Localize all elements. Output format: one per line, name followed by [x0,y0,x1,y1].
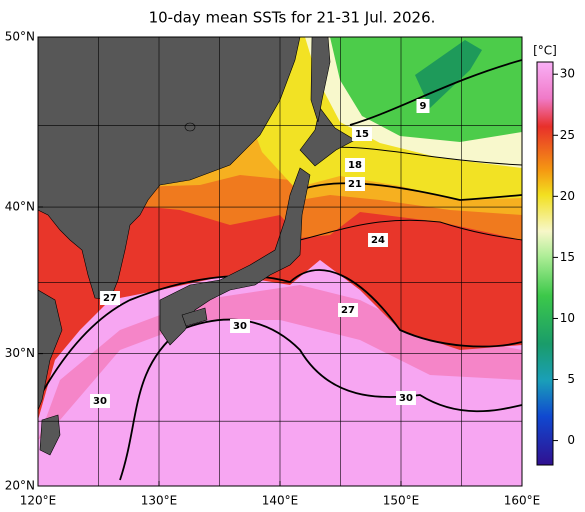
contour-label: 30 [230,319,250,333]
contour-label-box [230,319,250,333]
colorbar-label: 15 [560,250,575,264]
colorbar-label: 10 [560,311,575,325]
contour-label: 30 [396,391,416,405]
contour-label-box [368,233,388,247]
contour-label: 15 [352,127,372,141]
lon-label: 150°E [383,494,420,508]
contour-label-box [352,127,372,141]
lat-label: 20°N [5,479,35,493]
colorbar-label: 20 [560,189,575,203]
title: 10-day mean SSTs for 21-31 Jul. 2026. [149,9,436,27]
colorbar-label: 30 [560,67,575,81]
colorbar-label: 25 [560,128,575,142]
contour-label-text: 27 [341,305,355,316]
colorbar [536,61,554,466]
lon-label: 140°E [262,494,299,508]
colorbar-label: 5 [567,372,575,386]
contour-label: 21 [345,177,365,191]
contour-label: 18 [345,158,365,172]
grid [38,37,522,486]
lat-label: 50°N [5,30,35,44]
contour-label-text: 21 [348,179,362,190]
contour-label: 24 [368,233,388,247]
contour-label-text: 15 [355,129,369,140]
contour-label-box [100,291,120,305]
lon-label: 120°E [20,494,57,508]
contour-label-box [416,99,430,113]
contour-label-text: 24 [371,235,385,246]
lat-label: 40°N [5,200,35,214]
contour-label: 30 [90,394,110,408]
lon-label: 130°E [141,494,178,508]
contour-label-text: 18 [348,160,362,171]
contour-label-box [338,303,358,317]
contour-label-text: 9 [420,101,427,112]
contour-label-box [345,158,365,172]
contour-label-text: 27 [103,293,117,304]
contour-label-text: 30 [233,321,247,332]
contour-label: 27 [100,291,120,305]
lat-label: 30°N [5,346,35,360]
contour-label-box [345,177,365,191]
colorbar-label: 0 [567,433,575,447]
contour-label-box [90,394,110,408]
lon-label: 160°E [504,494,541,508]
contour-label-text: 30 [93,396,107,407]
contour-label-box [396,391,416,405]
land [38,37,356,456]
contour-label-text: 30 [399,393,413,404]
contour-label: 9 [416,99,430,113]
sst-field [38,37,522,486]
contour-label: 27 [338,303,358,317]
colorbar-unit: [°C] [533,44,557,58]
